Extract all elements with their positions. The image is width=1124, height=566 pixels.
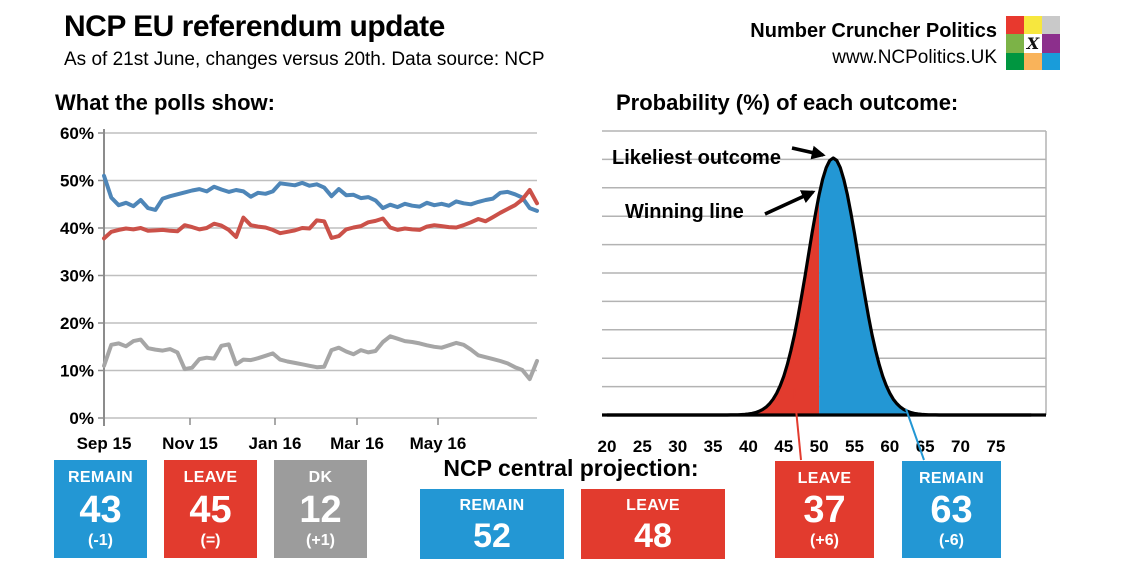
polls-x-tick-label: Nov 15 bbox=[162, 434, 218, 453]
prob-region-leave bbox=[607, 194, 820, 415]
brand-block: Number Cruncher Politics www.NCPolitics.… bbox=[750, 18, 997, 71]
polls-series-remain bbox=[102, 173, 539, 213]
badge-value: 37 bbox=[803, 489, 846, 531]
badge-value: 48 bbox=[634, 517, 672, 555]
prob-x-tick-label: 25 bbox=[633, 437, 652, 456]
prob-x-tick-label: 75 bbox=[986, 437, 1005, 456]
badge-value: 52 bbox=[473, 517, 511, 555]
badge-value: 43 bbox=[79, 488, 122, 531]
polls-axes: 0% 10% 20% 30% 40% 50% 60% Sep 15 Nov 15 Jan 16 Ma… bbox=[60, 124, 537, 453]
logo-cell bbox=[1042, 33, 1060, 53]
projection-heading: NCP central projection: bbox=[443, 455, 699, 481]
likeliest-outcome-arrow bbox=[791, 145, 826, 160]
logo-cell: X bbox=[1024, 33, 1042, 53]
polls-y-tick-label: 50% bbox=[60, 172, 94, 191]
annotation-likeliest-outcome: Likeliest outcome bbox=[612, 147, 781, 169]
logo-cell bbox=[1042, 16, 1060, 34]
badge-change: (+1) bbox=[306, 532, 335, 549]
logo-x-glyph: X bbox=[1026, 33, 1040, 53]
annotation-winning-line: Winning line bbox=[625, 201, 744, 223]
polls-x-tick-label: Sep 15 bbox=[77, 434, 132, 453]
probability-distribution-chart: 20 25 30 35 40 45 50 55 60 65 70 75 Likeliest outcom… bbox=[598, 130, 1047, 456]
prob-x-tick-label: 45 bbox=[774, 437, 793, 456]
prob-x-tick-label: 65 bbox=[916, 437, 935, 456]
poll-badge-leave: LEAVE 45 (=) bbox=[164, 460, 257, 558]
logo-cell bbox=[1006, 16, 1024, 34]
polls-y-tick-label: 60% bbox=[60, 124, 94, 143]
prob-x-tick-label: 40 bbox=[739, 437, 758, 456]
prob-x-tick-label: 55 bbox=[845, 437, 864, 456]
page-subtitle: As of 21st June, changes versus 20th. Da… bbox=[64, 49, 545, 70]
badge-label: REMAIN bbox=[68, 469, 133, 486]
projection-badge-leave: LEAVE 48 bbox=[581, 489, 725, 559]
poll-badge-remain: REMAIN 43 (-1) bbox=[54, 460, 147, 558]
badge-value: 63 bbox=[930, 489, 973, 531]
projection-badge-remain: REMAIN 52 bbox=[420, 489, 564, 559]
brand-url: www.NCPolitics.UK bbox=[832, 47, 997, 68]
polls-x-tick-label: May 16 bbox=[410, 434, 467, 453]
prob-x-tick-label: 70 bbox=[951, 437, 970, 456]
badge-change: (=) bbox=[200, 532, 221, 549]
badge-label: LEAVE bbox=[626, 497, 680, 514]
probability-heading: Probability (%) of each outcome: bbox=[616, 90, 959, 115]
prob-x-tick-label: 50 bbox=[810, 437, 829, 456]
badge-label: LEAVE bbox=[183, 469, 238, 486]
polls-y-tick-label: 0% bbox=[69, 409, 94, 428]
badge-label: DK bbox=[308, 469, 333, 486]
badge-label: REMAIN bbox=[459, 497, 525, 514]
polls-y-tick-label: 40% bbox=[60, 219, 94, 238]
polls-series-don-t-know bbox=[102, 334, 539, 382]
badge-change: (-6) bbox=[939, 532, 964, 549]
poll-badge-dk: DK 12 (+1) bbox=[274, 460, 367, 558]
badge-value: 45 bbox=[189, 488, 232, 531]
prob-x-tick-label: 35 bbox=[704, 437, 723, 456]
logo-cell bbox=[1042, 52, 1060, 70]
badge-change: (-1) bbox=[88, 532, 113, 549]
logo-cell bbox=[1024, 16, 1042, 34]
logo-cell bbox=[1006, 33, 1024, 53]
logo-cell bbox=[1024, 52, 1042, 70]
winning-line-arrow bbox=[764, 190, 816, 216]
brand-name: Number Cruncher Politics bbox=[750, 20, 997, 42]
prob-curve-outline bbox=[607, 156, 1032, 417]
probability-badge-remain: REMAIN 63 (-6) bbox=[902, 461, 1001, 558]
badge-value: 12 bbox=[299, 488, 342, 531]
badge-label: LEAVE bbox=[797, 470, 852, 487]
prob-x-tick-label: 20 bbox=[598, 437, 617, 456]
polls-y-tick-label: 20% bbox=[60, 314, 94, 333]
prob-x-tick-label: 60 bbox=[880, 437, 899, 456]
polls-series-leave bbox=[102, 188, 539, 241]
polls-heading: What the polls show: bbox=[55, 90, 275, 115]
prob-region-remain bbox=[819, 158, 1032, 415]
polls-y-tick-label: 10% bbox=[60, 362, 94, 381]
logo-cell bbox=[1006, 52, 1024, 70]
prob-x-tick-label: 30 bbox=[668, 437, 687, 456]
badge-label: REMAIN bbox=[919, 470, 984, 487]
badge-change: (+6) bbox=[810, 532, 839, 549]
polls-x-tick-label: Jan 16 bbox=[249, 434, 302, 453]
brand-logo: X bbox=[1006, 16, 1060, 70]
page-title: NCP EU referendum update bbox=[64, 10, 445, 43]
polls-x-tick-label: Mar 16 bbox=[330, 434, 384, 453]
polls-y-tick-label: 30% bbox=[60, 267, 94, 286]
probability-badge-leave: LEAVE 37 (+6) bbox=[775, 461, 874, 558]
polls-line-chart: 0% 10% 20% 30% 40% 50% 60% Sep 15 Nov 15 Jan 16 Ma… bbox=[60, 124, 539, 453]
